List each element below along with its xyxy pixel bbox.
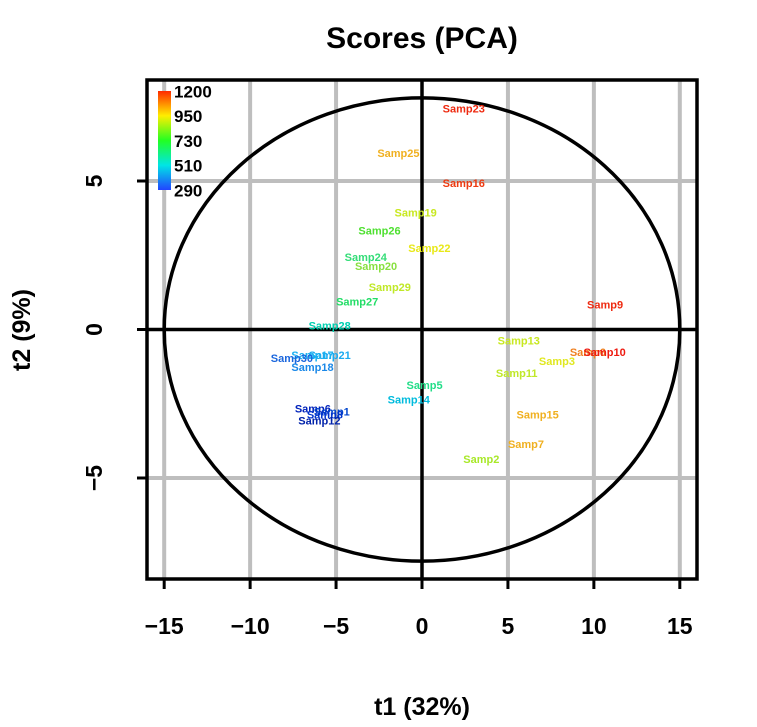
point-label-samp3: Samp3: [539, 356, 575, 368]
x-axis-label: t1 (32%): [374, 693, 470, 721]
chart-title: Scores (PCA): [326, 22, 518, 55]
ellipse: [162, 96, 682, 563]
point-label-samp15: Samp15: [517, 410, 559, 422]
legend-label-1: 950: [174, 107, 202, 126]
color-legend: 1200 950 730 510 290: [158, 82, 212, 200]
legend-label-4: 290: [174, 181, 202, 200]
point-label-samp27: Samp27: [336, 297, 378, 309]
zero-axes: [147, 80, 697, 579]
point-label-samp30: Samp30: [271, 353, 313, 365]
point-label-samp5: Samp5: [407, 380, 443, 392]
point-label-samp28: Samp28: [309, 320, 351, 332]
point-label-samp16: Samp16: [443, 178, 485, 190]
point-label-samp8: Samp8: [307, 410, 343, 422]
point-label-samp7: Samp7: [508, 439, 544, 451]
point-label-samp24: Samp24: [345, 252, 388, 264]
point-label-samp1: Samp1: [314, 407, 350, 419]
point-label-samp22: Samp22: [408, 243, 450, 255]
point-label-samp18: Samp18: [291, 362, 333, 374]
point-label-samp17: Samp17: [291, 350, 333, 362]
point-label-samp14: Samp14: [388, 395, 431, 407]
y-tick-label-2: 5: [81, 174, 107, 187]
score-points: Samp23 Samp25 Samp16 Samp19 Samp26 Samp22 Samp…: [271, 104, 626, 466]
point-label-samp21: Samp21: [309, 350, 351, 362]
y-tick-label-1: 0: [81, 323, 107, 336]
point-label-samp20: Samp20: [355, 261, 397, 273]
x-tick-label-6: 15: [667, 613, 693, 639]
legend-label-3: 510: [174, 157, 202, 176]
y-tick-label-0: −5: [81, 465, 107, 491]
x-tick-label-1: −10: [231, 613, 270, 639]
point-label-samp13: Samp13: [498, 335, 540, 347]
point-label-samp6: Samp6: [295, 404, 331, 416]
legend-color-bar: [158, 91, 171, 190]
point-label-samp6: Samp6: [570, 347, 606, 359]
point-label-samp12: Samp12: [298, 415, 340, 427]
x-tick-label-0: −15: [145, 613, 184, 639]
axis-ticks: −15 −10 −5 0 5 10 15 −5 0 5: [81, 174, 693, 639]
legend-label-0: 1200: [174, 82, 212, 101]
x-tick-label-3: 0: [416, 613, 429, 639]
point-label-samp10: Samp10: [584, 347, 626, 359]
legend-label-2: 730: [174, 132, 202, 151]
point-label-samp19: Samp19: [395, 208, 437, 220]
x-tick-label-5: 10: [581, 613, 607, 639]
y-axis-label: t2 (9%): [8, 289, 36, 371]
x-tick-label-2: −5: [323, 613, 349, 639]
point-label-samp2: Samp2: [463, 454, 499, 466]
x-tick-label-4: 5: [502, 613, 515, 639]
point-label-samp29: Samp29: [369, 282, 411, 294]
point-label-samp11: Samp11: [496, 368, 538, 380]
confidence-ellipse: [162, 96, 682, 563]
point-label-samp23: Samp23: [443, 104, 485, 116]
point-label-samp9: Samp9: [587, 300, 623, 312]
point-label-samp26: Samp26: [358, 225, 400, 237]
point-label-samp25: Samp25: [377, 148, 419, 160]
